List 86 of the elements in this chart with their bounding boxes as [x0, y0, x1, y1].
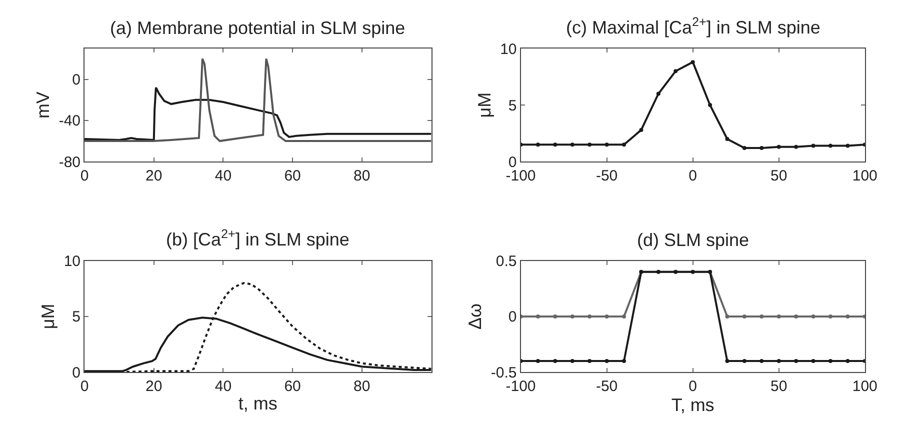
point [604, 142, 609, 147]
point [776, 314, 781, 318]
y-tick-label: 0 [72, 364, 81, 382]
x-tick-label: -50 [596, 168, 618, 185]
point [828, 314, 832, 318]
point [639, 128, 644, 132]
point [622, 314, 626, 318]
y-tick-label: 10 [64, 253, 81, 270]
x-tick-label: 50 [770, 378, 788, 396]
point [846, 314, 850, 318]
point [811, 359, 816, 364]
x-tick-label: 100 [852, 168, 878, 185]
point [725, 314, 730, 318]
point [553, 142, 558, 147]
point [588, 359, 592, 364]
y-axis-title: mV [33, 92, 54, 119]
x-tick-label: 60 [284, 378, 301, 396]
x-tick-label: 50 [770, 168, 788, 185]
y-tick-label: -80 [58, 154, 81, 171]
point [794, 314, 798, 318]
y-tick-label: 0 [508, 308, 517, 326]
point [742, 146, 746, 150]
x-tick-label: 40 [214, 378, 232, 396]
point [536, 314, 540, 318]
x-tick-label: 0 [688, 168, 697, 185]
point [570, 314, 574, 318]
point [553, 359, 558, 364]
line-series [84, 86, 432, 142]
point [794, 359, 798, 364]
point [570, 359, 574, 364]
point [776, 144, 781, 149]
x-tick-label: 40 [214, 168, 232, 185]
point [536, 359, 540, 364]
x-tick-label: 20 [146, 378, 162, 396]
point [725, 359, 730, 364]
point [690, 60, 695, 64]
point [604, 314, 609, 318]
point [725, 136, 730, 141]
point [846, 359, 850, 364]
point [604, 359, 609, 364]
point [742, 314, 746, 318]
point [760, 314, 764, 318]
x-tick-label: 80 [354, 168, 370, 185]
y-axis-title: Δω [465, 303, 486, 330]
x-tick-label: 80 [354, 378, 370, 396]
point [794, 144, 798, 149]
chart-title: (a) Membrane potential in SLM spine [110, 18, 406, 38]
line-series [520, 60, 865, 150]
chart-title: (c) Maximal [Ca$^{2+}$] in SLM spine [566, 15, 820, 38]
chart-title: (b) [Ca$^{2+}$] in SLM spine [166, 227, 350, 250]
x-tick-label: 0 [688, 378, 697, 396]
point [588, 314, 592, 318]
point [811, 314, 816, 318]
point [553, 314, 558, 318]
x-axis-title: t, ms [238, 393, 278, 414]
point [776, 359, 781, 364]
y-tick-label: 0.5 [496, 253, 517, 270]
y-tick-label: 5 [508, 97, 517, 114]
y-tick-label: 5 [72, 308, 81, 326]
y-axis-title: μM [474, 92, 494, 118]
x-tick-label: 100 [852, 378, 878, 396]
y-tick-label: 10 [500, 40, 517, 58]
y-tick-label: 0 [72, 72, 81, 89]
point [536, 142, 540, 147]
point [828, 144, 832, 148]
point [674, 69, 678, 74]
chart-title: (d) SLM spine [637, 230, 750, 250]
y-axis-title: μM [38, 304, 58, 330]
point [656, 92, 660, 96]
point [570, 142, 574, 147]
point [708, 103, 712, 108]
point [742, 359, 746, 364]
point [760, 359, 764, 364]
y-tick-label: -40 [58, 112, 81, 130]
line-series [84, 58, 432, 142]
x-tick-label: 60 [284, 168, 301, 185]
point [811, 144, 816, 148]
point [588, 142, 592, 147]
point [760, 146, 764, 150]
point [846, 144, 850, 148]
point [622, 142, 626, 147]
x-tick-label: -50 [596, 378, 618, 396]
point [828, 359, 832, 364]
point [622, 359, 626, 364]
x-axis-title: T, ms [671, 395, 714, 416]
x-tick-label: 20 [146, 168, 162, 185]
